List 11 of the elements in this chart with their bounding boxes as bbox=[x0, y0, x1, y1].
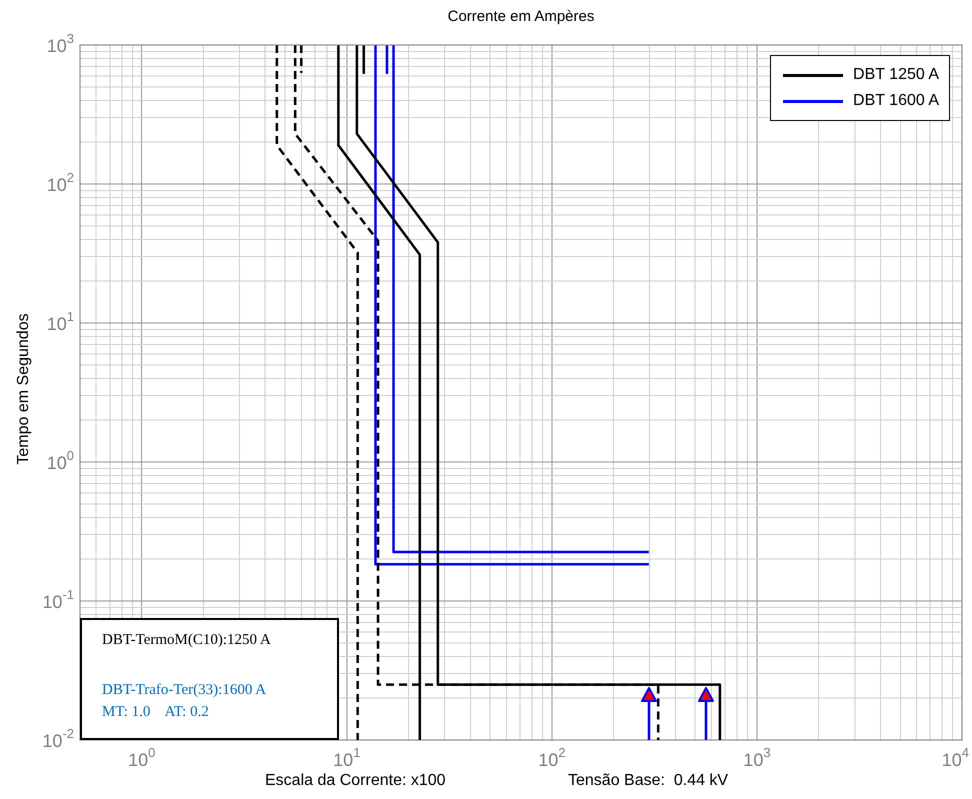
y-axis-title: Tempo em Segundos bbox=[15, 312, 33, 467]
legend-label: DBT 1600 A bbox=[853, 92, 939, 110]
annotation: MT: 1.0 AT: 0.2 bbox=[102, 704, 209, 721]
chart-title: Corrente em Ampères bbox=[446, 8, 596, 25]
annotation: DBT-Trafo-Ter(33):1600 A bbox=[102, 682, 266, 699]
note-box: DBT-TermoM(C10):1250 A DBT-Trafo-Ter(33):1600 A MT: 1.0 AT: 0.2 bbox=[80, 618, 339, 740]
legend-label: DBT 1250 A bbox=[853, 66, 939, 84]
line-series bbox=[276, 45, 359, 740]
x-axis-title: Escala da Corrente: x100 bbox=[265, 772, 446, 790]
text: Tensão Base: 0.44 kV bbox=[568, 772, 728, 790]
annotation: DBT-TermoM(C10):1250 A bbox=[102, 632, 271, 649]
